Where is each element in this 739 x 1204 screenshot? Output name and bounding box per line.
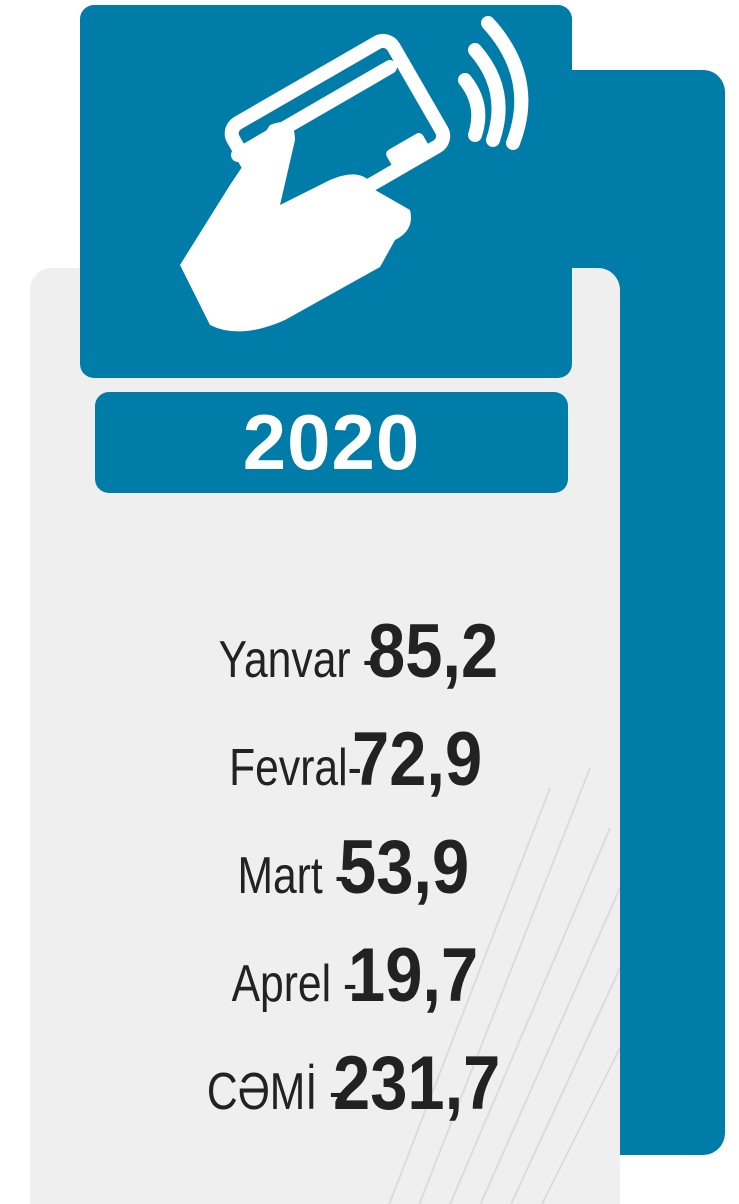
month-label: CƏMİ -: [206, 1063, 343, 1121]
value-row: CƏMİ - 231,7: [60, 1030, 640, 1138]
month-value: 72,9: [352, 717, 483, 802]
month-label: Mart -: [237, 847, 349, 905]
month-label: Yanvar -: [219, 631, 378, 689]
year-label: 2020: [95, 392, 568, 493]
month-label: Aprel -: [231, 955, 358, 1013]
value-row: Yanvar - 85,2: [60, 598, 640, 706]
month-value: 85,2: [367, 609, 498, 694]
payment-icon: [180, 16, 529, 332]
value-row: Aprel - 19,7: [60, 922, 640, 1030]
value-row: Fevral- 72,9: [60, 706, 640, 814]
month-value: 53,9: [339, 825, 470, 910]
month-value: 231,7: [333, 1041, 501, 1126]
value-row: Mart - 53,9: [60, 814, 640, 922]
decor-lines: [388, 767, 620, 1204]
month-label: Fevral-: [229, 739, 362, 797]
icon-box: [80, 5, 572, 378]
month-value: 19,7: [347, 933, 479, 1018]
value-list: Yanvar - 85,2 Fevral- 72,9 Mart - 53,9 Apre…: [60, 598, 640, 1138]
